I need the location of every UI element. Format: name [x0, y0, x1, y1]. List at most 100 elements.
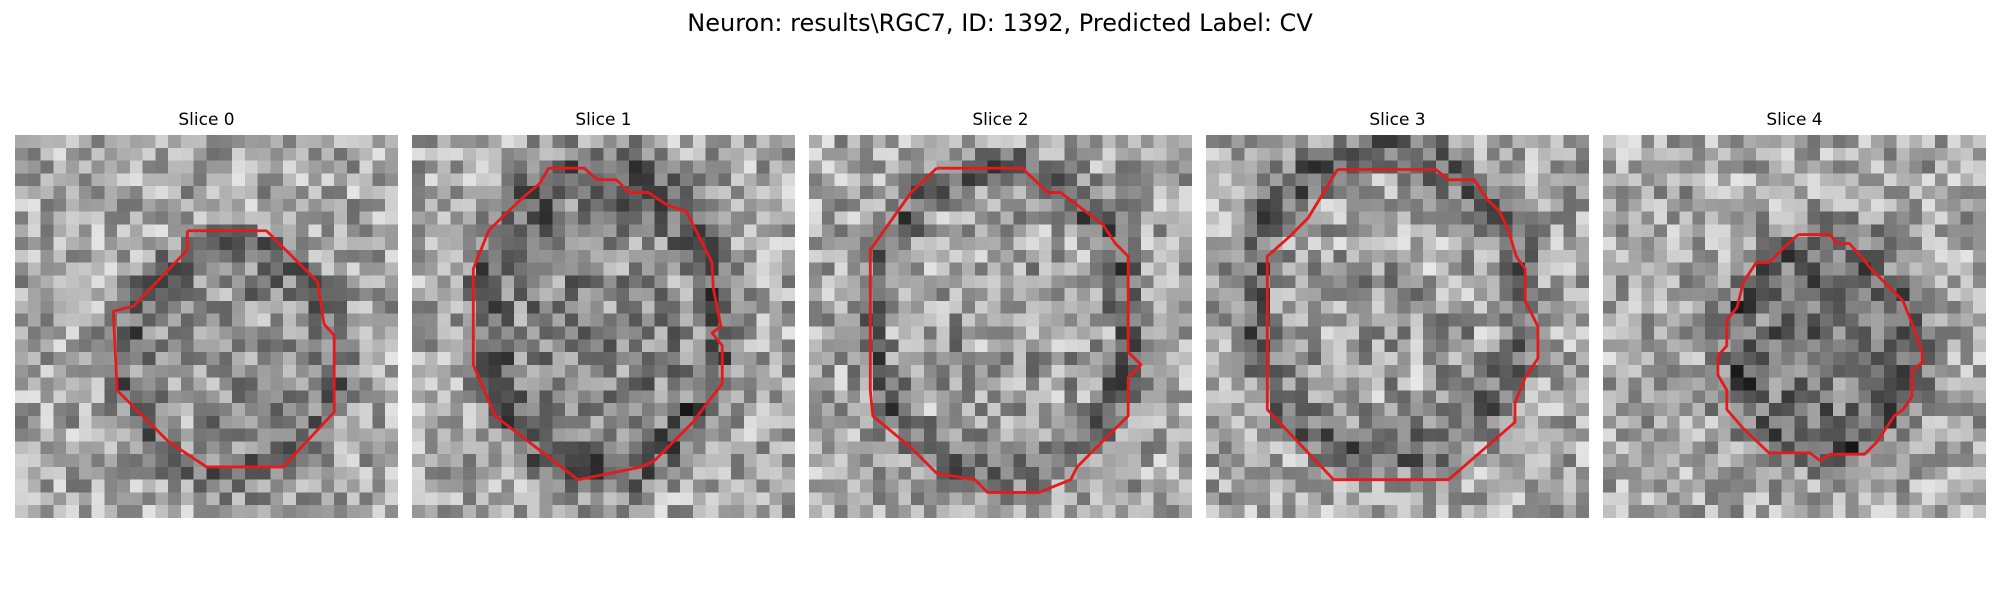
slice-pixel: [834, 428, 848, 442]
slice-pixel: [782, 224, 795, 238]
slice-pixel: [1973, 339, 1986, 353]
slice-pixel: [66, 390, 80, 404]
slice-pixel: [1282, 505, 1296, 518]
slice-pixel: [936, 454, 950, 468]
slice-pixel: [1102, 479, 1116, 493]
slice-pixel: [1384, 492, 1398, 506]
slice-pixel: [78, 313, 92, 327]
slice-pixel: [475, 339, 489, 353]
slice-pixel: [1730, 313, 1744, 327]
slice-pixel: [1257, 224, 1271, 238]
slice-pixel: [1550, 211, 1564, 225]
slice-pixel: [809, 135, 823, 149]
slice-pixel: [1206, 390, 1220, 404]
slice-pixel: [1947, 454, 1961, 468]
slice-pixel: [514, 454, 528, 468]
slice-pixel: [1038, 352, 1052, 366]
slice-pixel: [308, 237, 322, 251]
slice-pixel: [1397, 492, 1411, 506]
slice-pixel: [782, 147, 795, 161]
slice-pixel: [1871, 160, 1885, 174]
slice-pixel: [1692, 352, 1706, 366]
slice-pixel: [1461, 492, 1475, 506]
slice-pixel: [1435, 441, 1449, 455]
slice-pixel: [1603, 492, 1617, 506]
slice-pixel: [1563, 262, 1577, 276]
slice-pixel: [1934, 479, 1948, 493]
slice-pixel: [1807, 505, 1821, 518]
slice-pixel: [1973, 186, 1986, 200]
slice-pixel: [155, 288, 169, 302]
slice-pixel: [987, 262, 1001, 276]
slice-pixel: [1308, 300, 1322, 314]
slice-pixel: [1973, 364, 1986, 378]
slice-pixel: [1550, 198, 1564, 212]
slice-pixel: [385, 300, 398, 314]
slice-pixel: [782, 186, 795, 200]
slice-pixel: [1756, 390, 1770, 404]
slice-pixel: [705, 492, 719, 506]
slice-pixel: [834, 198, 848, 212]
slice-pixel: [1730, 211, 1744, 225]
slice-pixel: [1525, 147, 1539, 161]
slice-pixel: [872, 160, 886, 174]
slice-pixel: [1871, 492, 1885, 506]
slice-pixel: [1448, 186, 1462, 200]
slice-pixel: [321, 224, 335, 238]
slice-pixel: [193, 300, 207, 314]
slice-pixel: [743, 415, 757, 429]
slice-pixel: [346, 505, 360, 518]
slice-pixel: [1756, 198, 1770, 212]
slice-pixel: [821, 415, 835, 429]
slice-pixel: [1153, 249, 1167, 263]
slice-pixel: [1218, 377, 1232, 391]
slice-pixel: [117, 466, 131, 480]
slice-pixel: [1947, 339, 1961, 353]
slice-pixel: [283, 415, 297, 429]
slice-pixel: [1563, 173, 1577, 187]
slice-pixel: [1206, 428, 1220, 442]
slice-pixel: [577, 300, 591, 314]
slice-pixel: [1206, 313, 1220, 327]
slice-pixel: [1051, 249, 1065, 263]
slice-pixel: [308, 479, 322, 493]
slice-pixel: [1794, 135, 1808, 149]
slice-pixel: [1512, 339, 1526, 353]
slice-image-svg-0: [15, 135, 398, 518]
slice-pixel: [1435, 364, 1449, 378]
slice-pixel: [321, 352, 335, 366]
slice-pixel: [1576, 198, 1589, 212]
slice-pixel: [1486, 505, 1500, 518]
slice-pixel: [692, 186, 706, 200]
slice-pixel: [1089, 492, 1103, 506]
slice-pixel: [501, 479, 515, 493]
slice-pixel: [1000, 262, 1014, 276]
slice-pixel: [603, 300, 617, 314]
slice-pixel: [1909, 352, 1923, 366]
slice-pixel: [1717, 454, 1731, 468]
slice-pixel: [91, 275, 105, 289]
slice-pixel: [437, 275, 451, 289]
slice-pixel: [1206, 377, 1220, 391]
slice-pixel: [539, 326, 553, 340]
slice-pixel: [155, 186, 169, 200]
slice-pixel: [1512, 352, 1526, 366]
slice-pixel: [168, 160, 182, 174]
slice-pixel: [1269, 249, 1283, 263]
slice-pixel: [1026, 313, 1040, 327]
slice-pixel: [1563, 237, 1577, 251]
slice-pixel: [346, 135, 360, 149]
slice-pixel: [1692, 415, 1706, 429]
slice-pixel: [232, 339, 246, 353]
slice-pixel: [936, 186, 950, 200]
slice-pixel: [911, 492, 925, 506]
slice-pixel: [731, 237, 745, 251]
slice-pixel: [1717, 173, 1731, 187]
slice-pixel: [1666, 505, 1680, 518]
slice-pixel: [1423, 198, 1437, 212]
slice-pixel: [1089, 428, 1103, 442]
slice-pixel: [1768, 492, 1782, 506]
slice-pixel: [1781, 352, 1795, 366]
slice-pixel: [514, 326, 528, 340]
slice-pixel: [308, 415, 322, 429]
